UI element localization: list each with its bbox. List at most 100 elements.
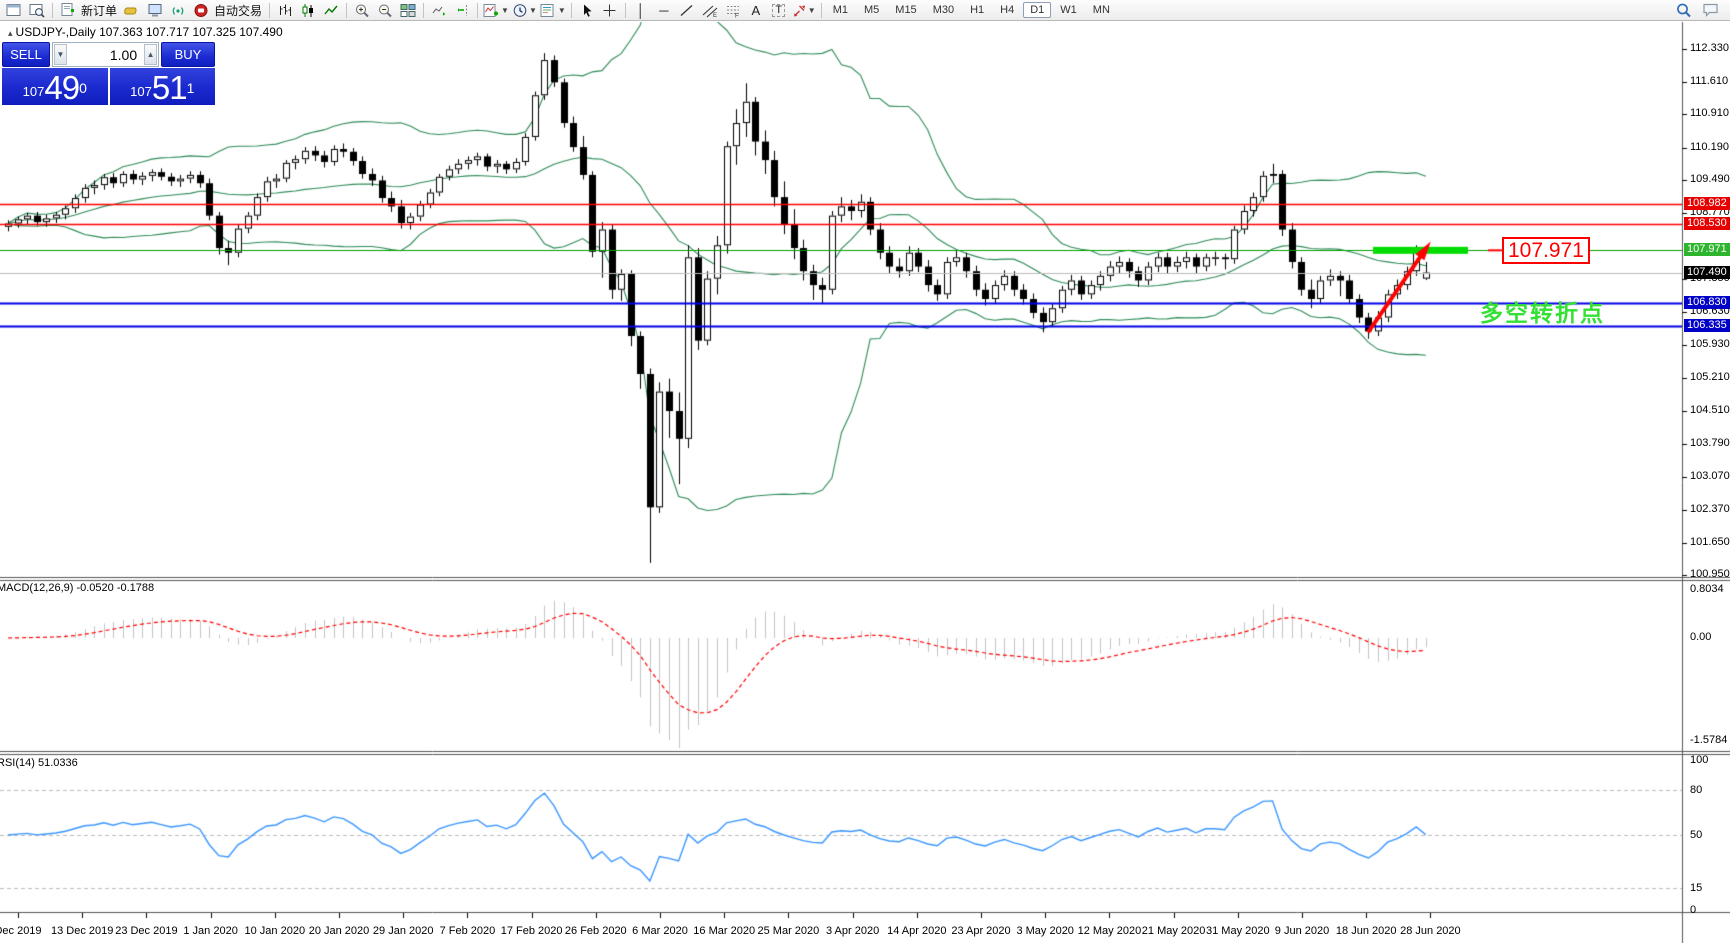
date-tick[interactable]: 3 May 2020 (1016, 925, 1074, 937)
arrows-icon[interactable]: ▼ (791, 0, 817, 20)
signals-icon[interactable] (167, 0, 189, 20)
date-tick[interactable]: 21 May 2020 (1141, 925, 1206, 937)
horizontal-line-icon[interactable]: ─ (659, 2, 669, 18)
cursor-icon[interactable] (576, 0, 598, 20)
dropdown-caret-icon[interactable]: ▼ (528, 5, 537, 15)
price-tick: 111.610 (1690, 74, 1729, 87)
rsi-label: RSI(14) 51.0336 (0, 757, 78, 769)
price-tick: 109.490 (1690, 173, 1730, 185)
price-tick: 110.910 (1690, 107, 1729, 120)
volume-input[interactable] (67, 43, 144, 66)
autotrade-label[interactable]: 自动交易 (214, 3, 263, 18)
rsi-axis-tick: 50 (1690, 829, 1703, 841)
chart-corner-icon: ▴ (8, 28, 13, 38)
line-chart-icon[interactable] (320, 0, 342, 20)
volume-decrease-button[interactable]: ▼ (54, 44, 67, 65)
rsi-axis-tick: 80 (1690, 784, 1703, 796)
date-tick[interactable]: 31 May 2020 (1205, 925, 1270, 937)
timeframe-m15[interactable]: M15 (895, 4, 917, 16)
bar-chart-icon[interactable] (274, 0, 296, 20)
dropdown-caret-icon[interactable]: ▼ (807, 5, 816, 15)
date-tick[interactable]: 26 Feb 2020 (564, 925, 627, 937)
toolbar-right (1672, 0, 1730, 20)
macd-axis-tick: 0.8034 (1690, 583, 1724, 595)
search-icon[interactable] (1672, 0, 1694, 20)
channel-icon[interactable]: E (699, 0, 721, 20)
timeframe-m5[interactable]: M5 (864, 4, 880, 16)
turning-point-note[interactable]: 多空转折点 (1480, 300, 1605, 326)
tile-windows-icon[interactable] (397, 0, 419, 20)
date-tick[interactable]: 9 Jun 2020 (1274, 925, 1330, 937)
svg-text:F: F (735, 13, 739, 18)
crosshair-icon[interactable] (599, 0, 621, 20)
date-tick[interactable]: 20 Jan 2020 (308, 925, 370, 937)
price-tick: 105.210 (1690, 371, 1730, 384)
date-tick[interactable]: 28 Jun 2020 (1400, 925, 1461, 937)
date-tick[interactable]: 18 Jun 2020 (1335, 925, 1397, 937)
timeframe-mn[interactable]: MN (1092, 4, 1110, 16)
date-tick[interactable]: 17 Feb 2020 (500, 925, 563, 937)
price-tick: 100.950 (1690, 568, 1730, 581)
candlestick-chart-icon[interactable] (297, 0, 319, 20)
timeframe-m1[interactable]: M1 (832, 4, 848, 16)
autotrade-icon[interactable] (190, 0, 212, 20)
svg-text:E: E (713, 13, 717, 18)
sell-price-point: 0 (79, 80, 87, 96)
price-target-label[interactable]: 107.971 (1502, 237, 1590, 264)
date-tick[interactable]: 23 Apr 2020 (951, 925, 1011, 937)
fibonacci-icon[interactable]: F (722, 0, 744, 20)
date-tick[interactable]: 6 Mar 2020 (632, 925, 688, 937)
price-line-label: 107.490 (1684, 265, 1730, 279)
dropdown-caret-icon[interactable]: ▼ (557, 5, 566, 15)
zoom-out-icon[interactable] (374, 0, 396, 20)
date-tick[interactable]: 29 Jan 2020 (372, 925, 434, 937)
auto-scroll-icon[interactable] (428, 0, 450, 20)
date-tick[interactable]: 12 May 2020 (1077, 925, 1142, 937)
timeframe-m30[interactable]: M30 (932, 4, 955, 16)
date-tick[interactable]: Dec 2019 (0, 925, 42, 937)
date-tick[interactable]: 7 Feb 2020 (439, 925, 496, 937)
new-order-icon[interactable] (57, 0, 79, 20)
new-order-label[interactable]: 新订单 (81, 3, 118, 18)
new-chart-icon[interactable] (3, 0, 25, 20)
chart-shift-icon[interactable] (451, 0, 473, 20)
date-tick[interactable]: 25 Mar 2020 (757, 925, 820, 937)
date-tick[interactable]: 10 Jan 2020 (244, 925, 306, 937)
date-tick[interactable]: 23 Dec 2019 (115, 925, 178, 937)
price-tick: 102.370 (1690, 502, 1730, 515)
rsi-axis-tick: 15 (1690, 881, 1703, 894)
periods-icon[interactable]: ▼ (511, 0, 538, 20)
trendline-icon[interactable] (676, 0, 698, 20)
timeframe-bar: M1 M5 M15 M30 H1 H4 D1 W1 MN (826, 2, 1117, 18)
market-watch-icon[interactable] (121, 0, 143, 20)
sell-button[interactable]: SELL (2, 42, 50, 67)
date-tick[interactable]: 16 Mar 2020 (693, 925, 756, 937)
dropdown-caret-icon[interactable]: ▼ (501, 5, 509, 15)
price-line-label: 108.530 (1684, 217, 1730, 231)
date-tick[interactable]: 14 Apr 2020 (887, 925, 947, 937)
chat-icon[interactable] (1700, 0, 1722, 20)
text-label-icon[interactable]: T (768, 0, 790, 20)
date-tick[interactable]: 1 Jan 2020 (183, 925, 238, 937)
text-icon[interactable]: A (751, 2, 761, 18)
vertical-line-icon[interactable]: │ (636, 2, 645, 18)
date-tick[interactable]: 13 Dec 2019 (50, 925, 114, 937)
timeframe-w1[interactable]: W1 (1060, 4, 1077, 16)
buy-button[interactable]: BUY (161, 42, 215, 67)
templates-icon[interactable]: ▼ (539, 0, 567, 20)
volume-increase-button[interactable]: ▲ (144, 44, 158, 65)
timeframe-h1[interactable]: H1 (970, 4, 985, 16)
indicators-icon[interactable]: ▼ (482, 0, 510, 20)
date-tick[interactable]: 3 Apr 2020 (825, 925, 880, 937)
timeframe-d1[interactable]: D1 (1023, 2, 1052, 18)
timeframe-h4[interactable]: H4 (1000, 4, 1015, 16)
rsi-axis-tick: 0 (1690, 904, 1697, 916)
buy-price[interactable]: 107 51 1 (109, 68, 215, 105)
zoom-in-icon[interactable] (351, 0, 373, 20)
profile-icon[interactable] (26, 0, 48, 20)
terminal-icon[interactable] (144, 0, 166, 20)
sell-price[interactable]: 107 49 0 (2, 68, 108, 105)
main-toolbar: 新订单 自动交易 ▼ ▼ ▼ │ ─ E F A T ▼ M1 M5 M15 M30 H… (0, 0, 1730, 21)
